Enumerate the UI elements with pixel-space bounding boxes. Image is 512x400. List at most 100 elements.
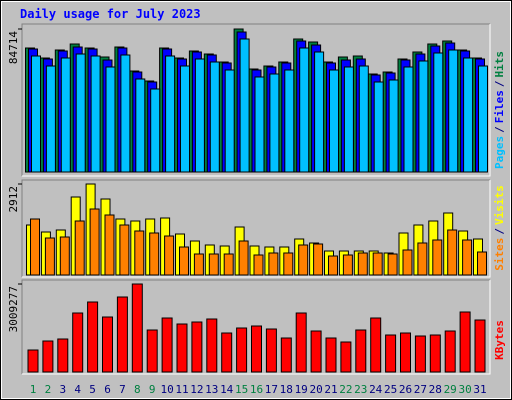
bar [116, 296, 128, 373]
bar [329, 69, 339, 173]
y-tick-label: 2912 [7, 186, 20, 213]
bar [340, 341, 352, 373]
bar [325, 337, 337, 373]
bar [355, 329, 367, 373]
bar [179, 246, 189, 276]
bar [131, 283, 143, 373]
bar [134, 230, 145, 276]
bar [403, 66, 414, 173]
bar [57, 338, 69, 373]
bar [477, 251, 487, 276]
bar [418, 60, 429, 173]
x-tick-label: 30 [458, 383, 471, 396]
x-tick-label: 14 [220, 383, 234, 396]
bar [432, 239, 443, 276]
bar [208, 253, 219, 276]
legend-separator: / [493, 126, 506, 133]
legend-separator: / [493, 80, 506, 87]
legend-entry: Files [493, 90, 506, 123]
legend-entry: Hits [493, 51, 506, 78]
x-tick-label: 23 [354, 383, 367, 396]
bar [342, 254, 353, 276]
x-tick-label: 20 [309, 383, 322, 396]
bar [462, 239, 473, 276]
bar [269, 73, 280, 173]
x-tick-label: 21 [324, 383, 337, 396]
bar [238, 240, 249, 276]
legend: KBytes [493, 320, 506, 360]
bar [370, 317, 382, 373]
x-tick-label: 22 [339, 383, 352, 396]
bar [400, 332, 411, 373]
x-tick-label: 6 [104, 383, 111, 396]
bar [474, 319, 486, 373]
y-tick-label: 3009277 [7, 286, 20, 332]
bar [448, 49, 459, 173]
panel-border-light [22, 24, 491, 177]
bar [447, 229, 458, 276]
x-tick-label: 10 [160, 383, 173, 396]
bar [402, 249, 413, 276]
bar [206, 318, 218, 373]
x-tick-label: 7 [119, 383, 126, 396]
bar [265, 328, 277, 373]
x-tick-label: 9 [149, 383, 156, 396]
bar [176, 323, 188, 373]
bar [478, 65, 488, 173]
bar [223, 253, 234, 276]
x-tick-label: 25 [384, 383, 397, 396]
panel-border-dark [21, 279, 490, 374]
x-tick-label: 19 [295, 383, 308, 396]
x-tick-label: 29 [444, 383, 457, 396]
legend-separator: / [493, 228, 506, 235]
bar [135, 78, 146, 173]
bar [444, 330, 456, 373]
x-tick-label: 27 [414, 383, 427, 396]
legend: Pages / Files / Hits [493, 51, 506, 169]
bar [164, 235, 175, 276]
bar [253, 254, 264, 276]
bar [74, 220, 85, 276]
bar [224, 69, 235, 173]
bar [193, 253, 204, 276]
bar [209, 61, 220, 173]
bar [149, 232, 160, 276]
bar [251, 325, 262, 373]
x-tick-label: 11 [175, 383, 188, 396]
bar [268, 252, 279, 276]
bar [433, 52, 444, 173]
legend-entry: Pages [493, 136, 506, 169]
legend-entry: Sites [493, 238, 506, 271]
bar [298, 244, 309, 276]
x-tick-label: 8 [134, 383, 141, 396]
x-tick-label: 31 [473, 383, 486, 396]
bar [463, 57, 474, 173]
x-tick-label: 4 [74, 383, 81, 396]
bar [254, 76, 265, 173]
bar [89, 208, 100, 276]
bar [357, 252, 368, 276]
bar [60, 57, 71, 173]
panel-border-light [22, 280, 491, 375]
bar [87, 301, 99, 373]
bar [191, 321, 203, 373]
bar [299, 47, 310, 173]
bar [90, 55, 101, 173]
x-tick-label: 1 [30, 383, 37, 396]
legend-entry: KBytes [493, 320, 506, 360]
x-tick-label: 28 [429, 383, 442, 396]
bar [165, 55, 176, 173]
bar [284, 69, 295, 173]
bar [59, 236, 70, 276]
bar [280, 337, 292, 373]
y-tick-label: 84714 [7, 31, 20, 64]
panel-border-dark [21, 23, 490, 176]
bar [150, 88, 161, 173]
x-tick-label: 16 [250, 383, 263, 396]
x-tick-label: 18 [280, 383, 293, 396]
bar [119, 224, 130, 276]
bar [313, 243, 324, 276]
legend-entry: Visits [493, 185, 506, 225]
bar [429, 334, 441, 373]
